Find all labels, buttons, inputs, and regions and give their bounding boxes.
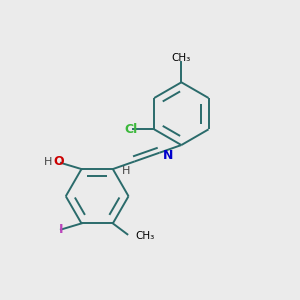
Text: O: O [53,155,64,168]
Text: H: H [44,157,52,167]
Text: CH₃: CH₃ [136,231,155,241]
Text: N: N [163,149,173,162]
Text: I: I [59,223,63,236]
Text: Cl: Cl [124,123,138,136]
Text: H: H [122,166,130,176]
Text: CH₃: CH₃ [172,52,191,62]
